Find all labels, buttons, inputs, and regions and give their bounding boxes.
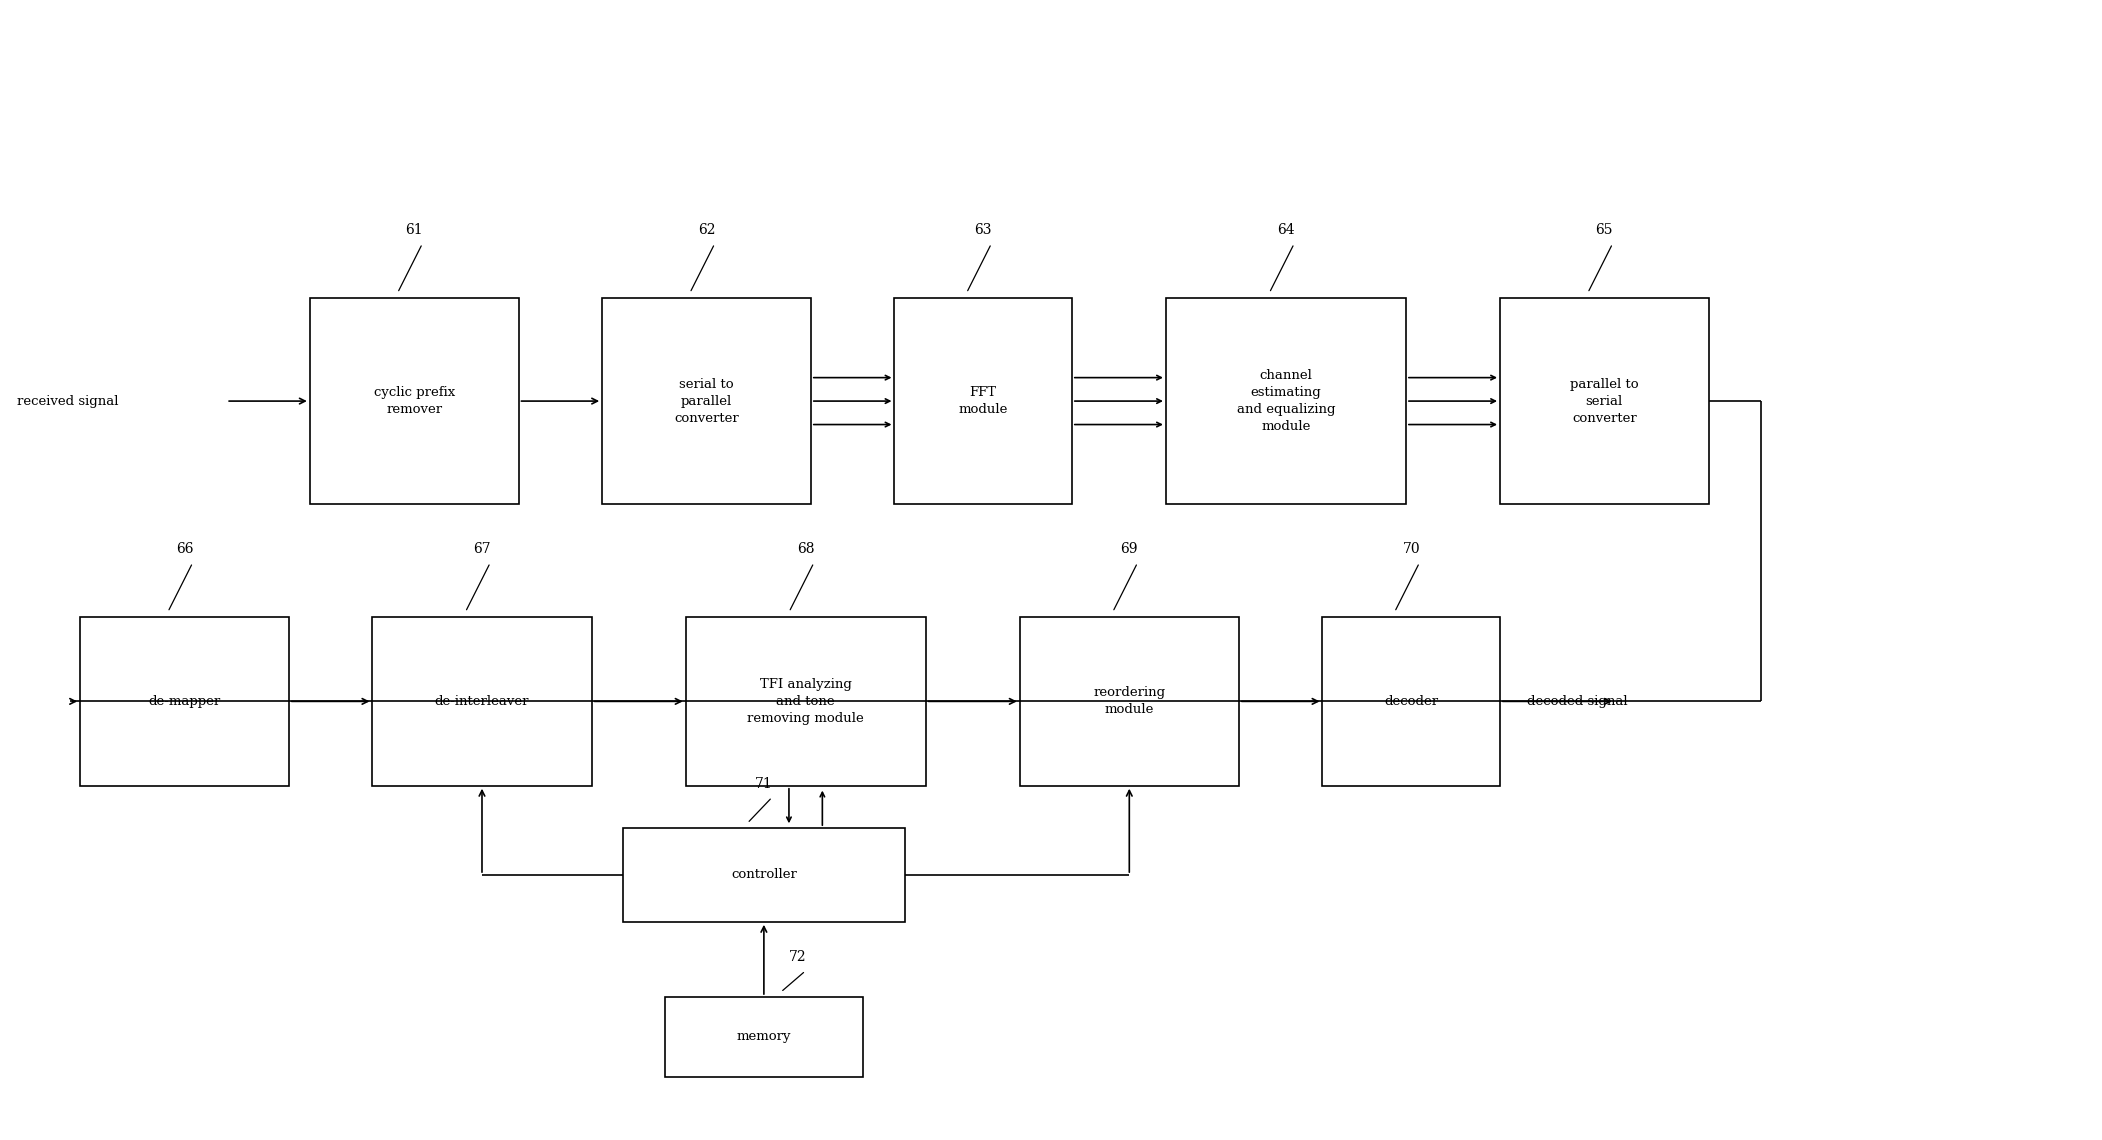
Text: channel
estimating
and equalizing
module: channel estimating and equalizing module [1236,369,1335,433]
Text: serial to
parallel
converter: serial to parallel converter [675,377,738,424]
Text: controller: controller [731,869,797,881]
Text: TFI analyzing
and tone
removing module: TFI analyzing and tone removing module [748,678,864,725]
Text: reordering
module: reordering module [1093,686,1165,716]
Bar [1322,617,1501,785]
Text: 71: 71 [755,776,774,790]
Text: 72: 72 [788,950,805,964]
Text: memory: memory [736,1031,790,1043]
Bar [372,617,591,785]
Bar [893,298,1072,504]
Bar [1019,617,1238,785]
Bar [685,617,925,785]
Bar [309,298,519,504]
Text: 68: 68 [797,542,813,556]
Text: 65: 65 [1595,222,1612,237]
Text: FFT
module: FFT module [959,386,1007,416]
Bar [1501,298,1709,504]
Bar [622,828,904,922]
Text: decoded signal: decoded signal [1526,695,1627,708]
Text: cyclic prefix
remover: cyclic prefix remover [374,386,454,416]
Text: de-interleaver: de-interleaver [435,695,530,708]
Text: de-mapper: de-mapper [149,695,221,708]
Text: 61: 61 [406,222,423,237]
Bar [601,298,811,504]
Text: parallel to
serial
converter: parallel to serial converter [1570,377,1640,424]
Text: received signal: received signal [17,394,120,408]
Text: 62: 62 [698,222,715,237]
Bar [664,998,864,1077]
Text: 64: 64 [1278,222,1295,237]
Text: 69: 69 [1120,542,1137,556]
Text: decoder: decoder [1383,695,1438,708]
Text: 70: 70 [1402,542,1421,556]
Text: 63: 63 [975,222,992,237]
Text: 66: 66 [177,542,193,556]
Text: 67: 67 [473,542,490,556]
Bar [1167,298,1406,504]
Bar [80,617,288,785]
